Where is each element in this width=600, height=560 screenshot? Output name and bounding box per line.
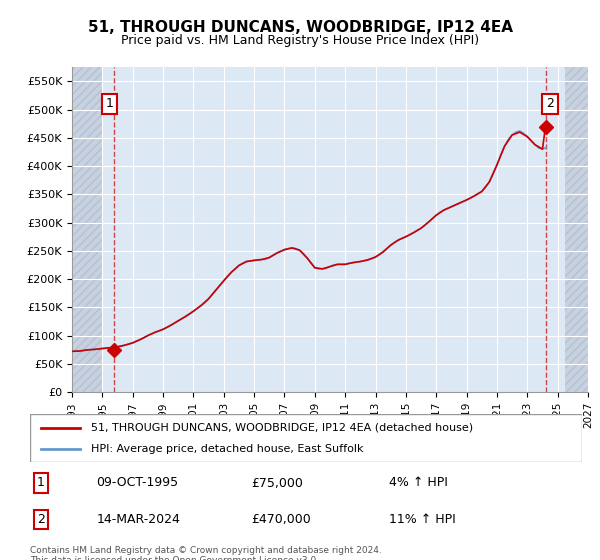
Text: HPI: Average price, detached house, East Suffolk: HPI: Average price, detached house, East…	[91, 444, 363, 454]
Bar	[565, 67, 588, 392]
FancyBboxPatch shape	[30, 414, 582, 462]
Text: 2: 2	[37, 513, 45, 526]
Text: Contains HM Land Registry data © Crown copyright and database right 2024.
This d: Contains HM Land Registry data © Crown c…	[30, 546, 382, 560]
Text: 51, THROUGH DUNCANS, WOODBRIDGE, IP12 4EA: 51, THROUGH DUNCANS, WOODBRIDGE, IP12 4E…	[88, 20, 512, 35]
Text: 1: 1	[37, 477, 45, 489]
Text: 14-MAR-2024: 14-MAR-2024	[96, 513, 180, 526]
Text: 09-OCT-1995: 09-OCT-1995	[96, 477, 178, 489]
Text: 11% ↑ HPI: 11% ↑ HPI	[389, 513, 455, 526]
Text: £470,000: £470,000	[251, 513, 311, 526]
Text: 51, THROUGH DUNCANS, WOODBRIDGE, IP12 4EA (detached house): 51, THROUGH DUNCANS, WOODBRIDGE, IP12 4E…	[91, 423, 473, 433]
Text: Price paid vs. HM Land Registry's House Price Index (HPI): Price paid vs. HM Land Registry's House …	[121, 34, 479, 46]
Text: 1: 1	[106, 97, 113, 110]
Text: 2: 2	[546, 97, 554, 110]
Text: £75,000: £75,000	[251, 477, 302, 489]
Bar	[72, 67, 103, 392]
Text: 4% ↑ HPI: 4% ↑ HPI	[389, 477, 448, 489]
